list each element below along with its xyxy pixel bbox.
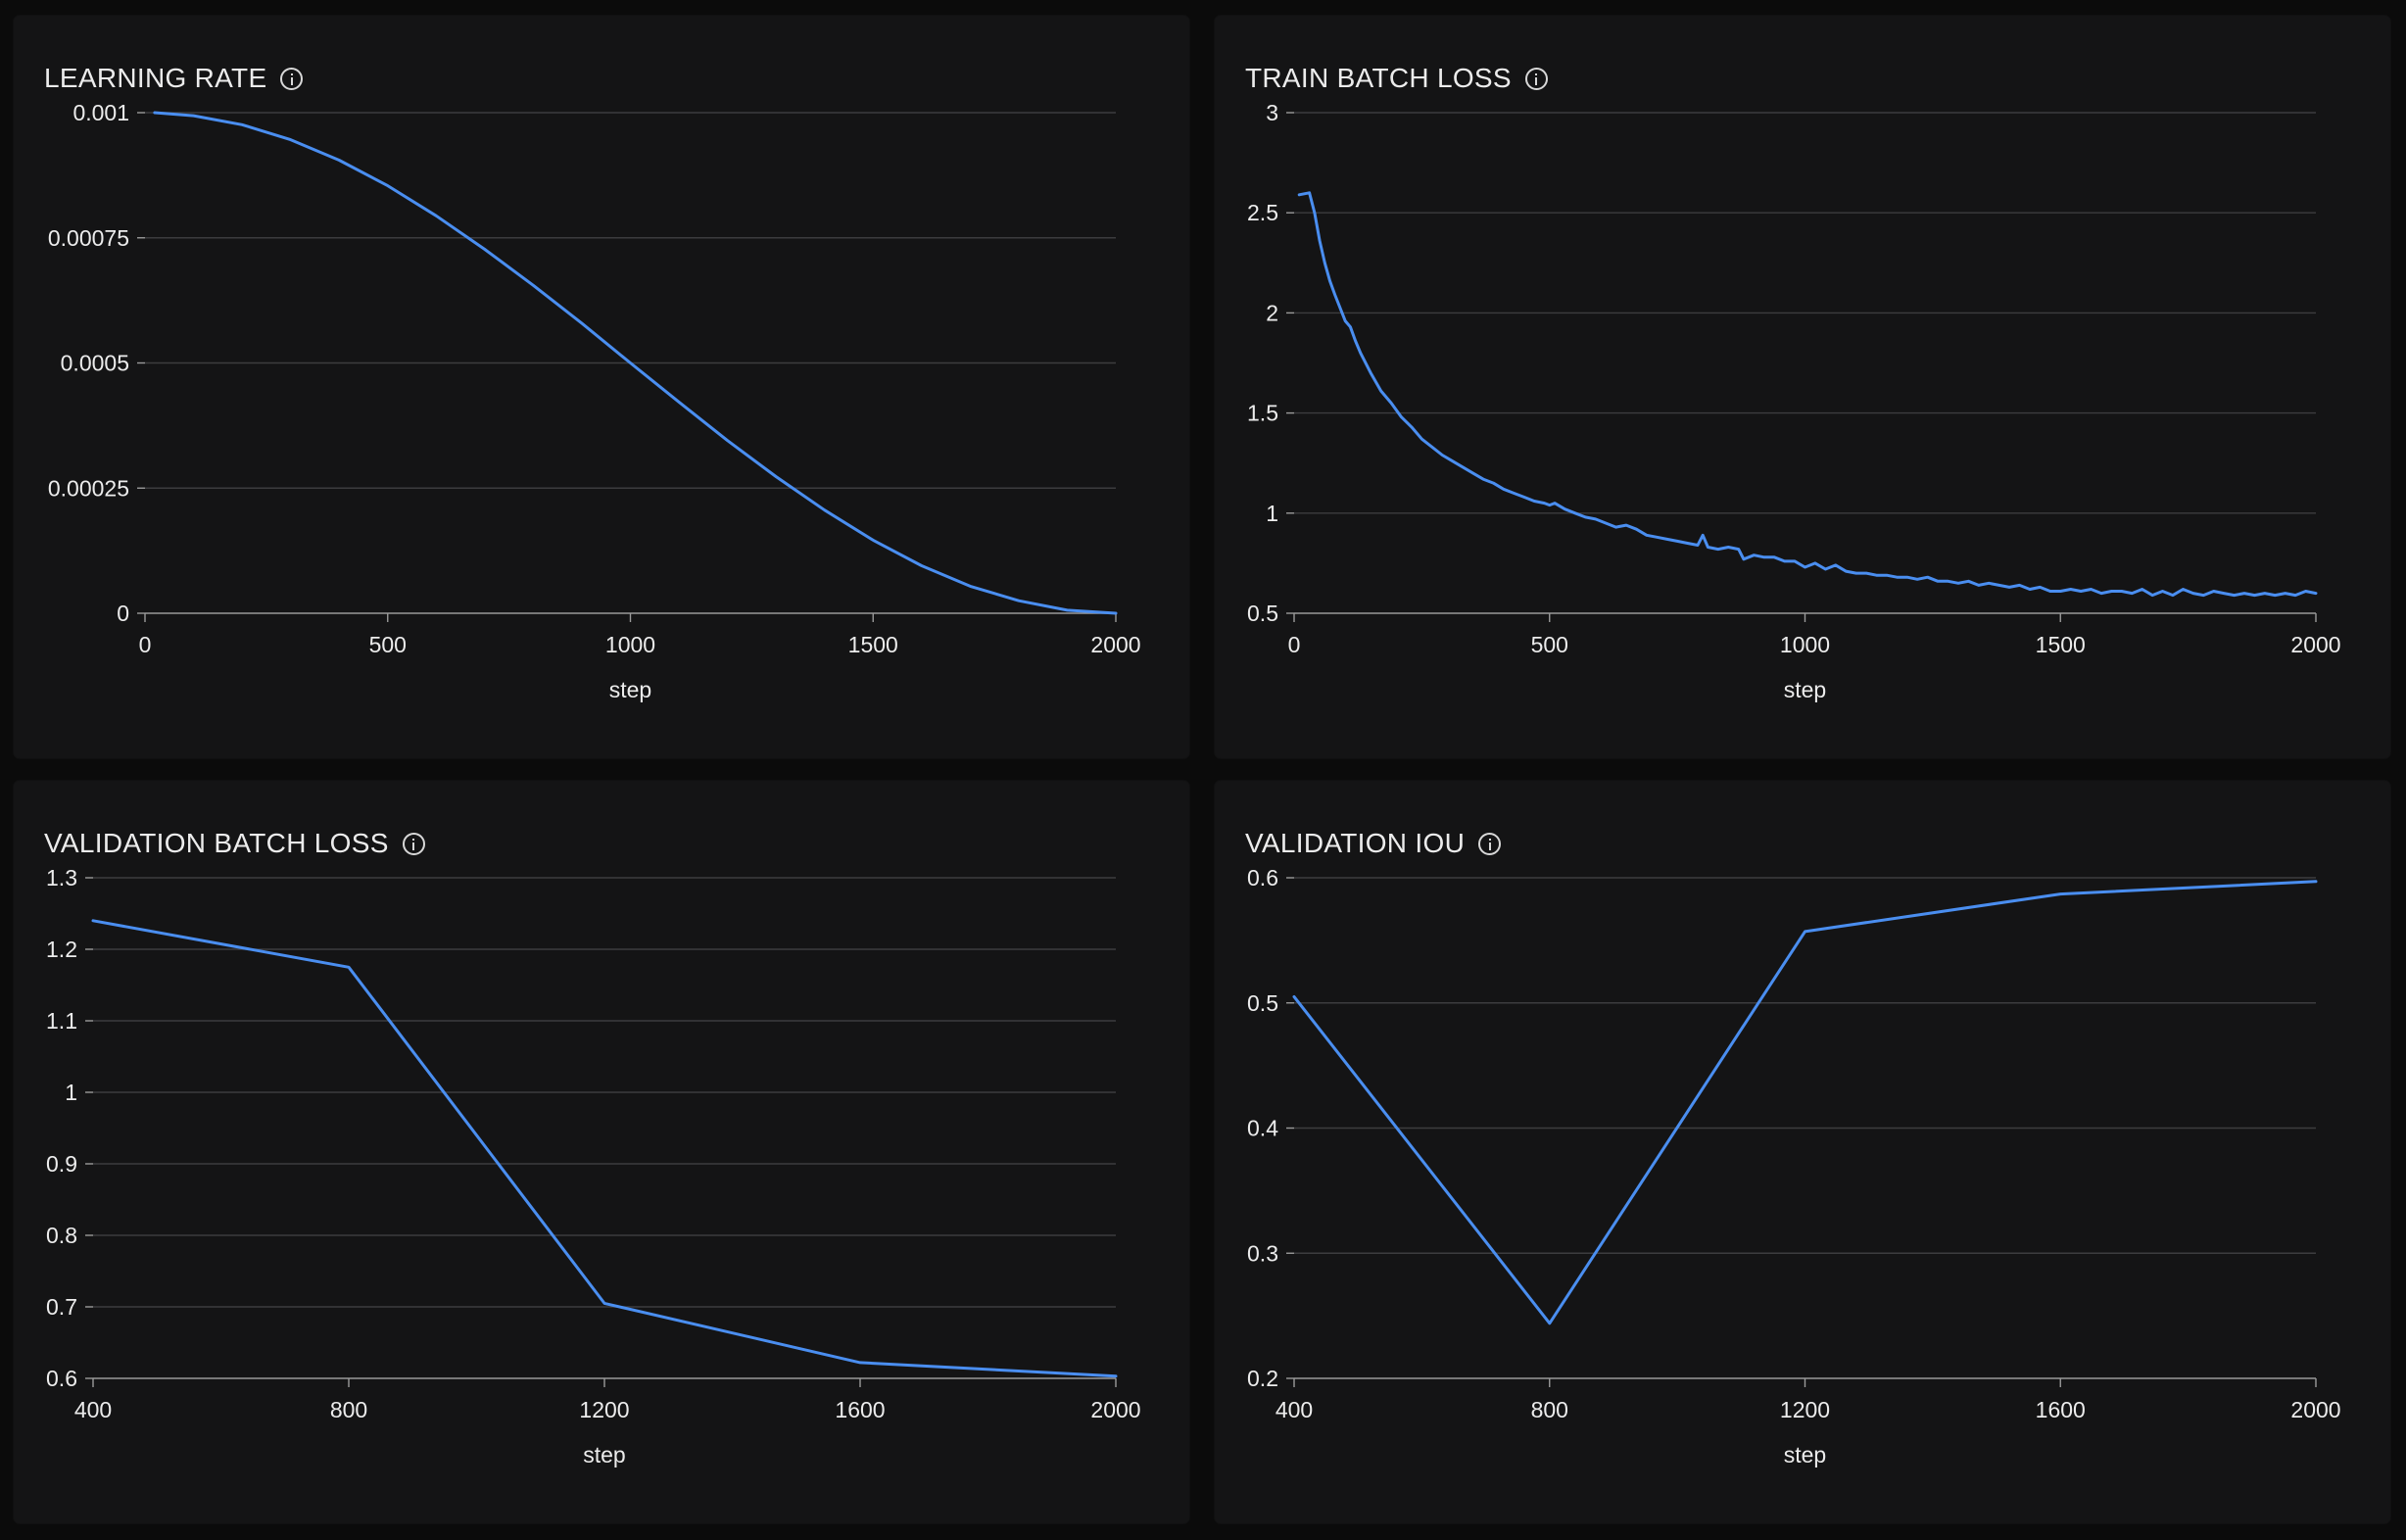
x-tick-label: 0 [1288, 632, 1301, 657]
y-tick-label: 0.2 [1247, 1366, 1278, 1391]
x-tick-label: 500 [369, 632, 407, 657]
chart-validation-batch-loss: 0.6 0.7 0.8 0.9 1 1.1 1.2 1.3 400 800 1200 1600 2000… [46, 865, 1141, 1468]
y-tick-label: 0.0005 [61, 351, 129, 376]
x-tick-label: 2000 [1090, 632, 1140, 657]
series-line [153, 111, 1118, 615]
y-tick-label: 0.4 [1247, 1116, 1278, 1141]
y-tick-label: 0.5 [1247, 601, 1278, 626]
series-line [1297, 191, 2318, 598]
chart-title: VALIDATION BATCH LOSS [44, 828, 425, 859]
chart-title: LEARNING RATE [44, 63, 304, 94]
chart-title-text: VALIDATION IOU [1245, 828, 1466, 858]
x-tick-label: 2000 [2290, 632, 2340, 657]
x-axis-title: step [1784, 1442, 1826, 1468]
x-tick-label: 800 [1531, 1397, 1568, 1422]
chart-panel-learning-rate: LEARNING RATE 0 0.00025 0.0005 0.00075 0.001… [14, 16, 1189, 758]
series-line [1292, 880, 2318, 1325]
y-tick-label: 1 [65, 1080, 77, 1105]
y-tick-label: 0 [117, 601, 129, 626]
x-axis-title: step [1784, 677, 1826, 702]
info-icon[interactable] [1524, 67, 1548, 90]
x-tick-label: 2000 [2290, 1397, 2340, 1422]
x-tick-label: 1200 [579, 1397, 629, 1422]
y-tick-label: 0.9 [46, 1151, 77, 1177]
y-tick-label: 0.7 [46, 1294, 77, 1320]
y-tick-label: 0.6 [46, 1366, 77, 1391]
y-tick-label: 1.5 [1247, 401, 1278, 426]
y-tick-label: 0.8 [46, 1223, 77, 1248]
x-tick-label: 1200 [1780, 1397, 1830, 1422]
y-tick-label: 3 [1266, 100, 1278, 125]
y-tick-label: 0.00075 [48, 225, 129, 251]
chart-panel-train-batch-loss: TRAIN BATCH LOSS 0.5 1 1.5 2 2.5 3 0 500 1000 150… [1215, 16, 2390, 758]
chart-title: TRAIN BATCH LOSS [1245, 63, 1548, 94]
y-tick-label: 2 [1266, 300, 1278, 325]
x-tick-label: 1500 [848, 632, 898, 657]
x-tick-label: 400 [74, 1397, 112, 1422]
chart-validation-iou: 0.2 0.3 0.4 0.5 0.6 400 800 1200 1600 2000 step [1247, 865, 2341, 1468]
chart-title-text: TRAIN BATCH LOSS [1245, 63, 1512, 93]
x-tick-label: 1500 [2036, 632, 2086, 657]
info-icon[interactable] [402, 832, 425, 855]
y-tick-label: 0.5 [1247, 990, 1278, 1016]
info-icon[interactable] [1478, 832, 1502, 855]
y-tick-label: 0.6 [1247, 865, 1278, 890]
x-tick-label: 1000 [605, 632, 655, 657]
x-axis-title: step [609, 677, 651, 702]
x-tick-label: 2000 [1090, 1397, 1140, 1422]
chart-title-text: VALIDATION BATCH LOSS [44, 828, 389, 858]
x-tick-label: 500 [1531, 632, 1568, 657]
y-tick-label: 0.3 [1247, 1240, 1278, 1266]
chart-train-batch-loss: 0.5 1 1.5 2 2.5 3 0 500 1000 1500 2000 step [1247, 100, 2341, 702]
x-tick-label: 1600 [835, 1397, 885, 1422]
x-axis-title: step [583, 1442, 625, 1468]
y-tick-label: 1.1 [46, 1008, 77, 1034]
chart-title: VALIDATION IOU [1245, 828, 1502, 859]
x-tick-label: 1600 [2036, 1397, 2086, 1422]
series-line [91, 919, 1118, 1378]
y-tick-label: 1 [1266, 501, 1278, 526]
chart-panel-validation-iou: VALIDATION IOU 0.2 0.3 0.4 0.5 0.6 400 800 1200… [1215, 781, 2390, 1523]
y-tick-label: 0.001 [72, 100, 129, 125]
chart-panel-validation-batch-loss: VALIDATION BATCH LOSS 0.6 0.7 0.8 0.9 1 1.1 1.… [14, 781, 1189, 1523]
y-tick-label: 0.00025 [48, 475, 129, 501]
x-tick-label: 400 [1275, 1397, 1313, 1422]
info-icon[interactable] [280, 67, 304, 90]
y-tick-label: 1.3 [46, 865, 77, 890]
y-tick-label: 2.5 [1247, 200, 1278, 225]
x-tick-label: 0 [139, 632, 152, 657]
y-tick-label: 1.2 [46, 937, 77, 962]
x-tick-label: 800 [330, 1397, 367, 1422]
x-tick-label: 1000 [1780, 632, 1830, 657]
chart-title-text: LEARNING RATE [44, 63, 267, 93]
chart-learning-rate: 0 0.00025 0.0005 0.00075 0.001 0 500 1000 1500 20… [48, 100, 1141, 702]
